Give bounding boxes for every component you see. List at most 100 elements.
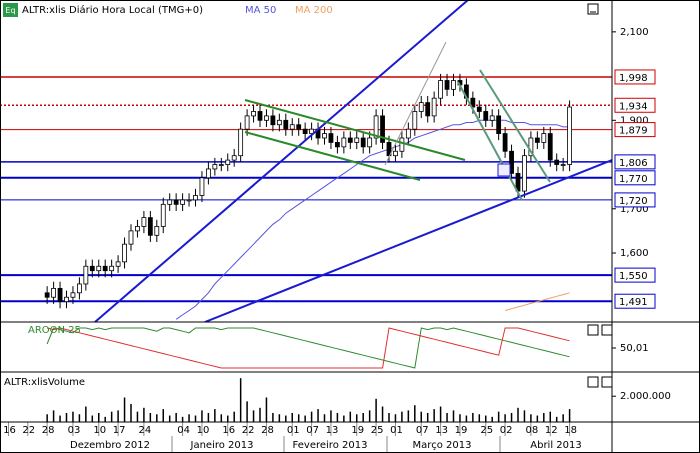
- level-box: [614, 267, 656, 283]
- candle-body: [83, 265, 89, 285]
- volume-bar: [278, 414, 281, 422]
- candle-body: [167, 199, 173, 205]
- aroon-level-label: 50,01: [620, 343, 649, 354]
- volume-bar: [162, 409, 164, 422]
- volume-bar: [497, 411, 500, 422]
- volume-bar: [446, 412, 448, 422]
- series-line: [46, 327, 570, 369]
- volume-bar: [388, 412, 390, 422]
- candle-body: [399, 137, 405, 152]
- volume-bar: [504, 414, 506, 422]
- volume-bar: [181, 416, 184, 422]
- candle-body: [160, 203, 166, 227]
- icon-label: Eq: [5, 6, 15, 15]
- candle-body: [296, 124, 302, 130]
- volume-bar: [562, 414, 564, 422]
- x-tick-label: 18: [564, 425, 577, 436]
- volume-bar: [420, 411, 422, 422]
- volume-bar: [472, 412, 474, 422]
- volume-bar: [407, 410, 410, 422]
- volume-bar: [46, 414, 48, 422]
- volume-bar: [362, 412, 364, 422]
- volume-bar: [149, 412, 152, 422]
- volume-bar: [136, 411, 139, 422]
- volume-bar: [297, 414, 300, 422]
- price-panel: [0, 73, 612, 320]
- candle-body: [199, 177, 205, 196]
- candle-body: [405, 128, 411, 139]
- level-label: 1,491: [619, 297, 648, 308]
- candle-body: [289, 124, 295, 130]
- series-line: [46, 327, 570, 369]
- panel-button[interactable]: [601, 376, 613, 388]
- volume-bar: [207, 412, 210, 422]
- candle-body: [483, 111, 489, 121]
- candle-body: [96, 265, 102, 272]
- x-tick-label: 10: [197, 425, 210, 436]
- x-tick-label: 08: [526, 425, 539, 436]
- candle-body: [425, 102, 431, 117]
- candle-body: [270, 115, 276, 126]
- candle-body: [244, 115, 250, 130]
- candle-body: [64, 296, 69, 303]
- volume-bar: [439, 406, 442, 422]
- candle-body: [264, 115, 269, 121]
- volume-bar: [52, 410, 55, 422]
- panel-button[interactable]: [587, 376, 599, 388]
- volume-bar: [517, 407, 519, 422]
- x-tick-label: 16: [222, 425, 235, 436]
- level-box: [614, 293, 656, 309]
- x-tick-label: 28: [261, 425, 274, 436]
- level-label: 1,934: [619, 101, 648, 112]
- volume-bar: [536, 415, 539, 422]
- volume-bar: [304, 415, 306, 422]
- panel-button[interactable]: [587, 3, 599, 15]
- volume-bar: [555, 416, 558, 422]
- candle-body: [257, 111, 263, 121]
- candle-body: [89, 265, 95, 272]
- legend: Eq ALTR:xlis Diário Hora Local (TMG+0) MA …: [1, 1, 333, 19]
- level-label: 1,770: [619, 174, 648, 185]
- x-tick-label: 28: [42, 425, 55, 436]
- candle-body: [489, 115, 495, 121]
- panel-button[interactable]: [601, 324, 613, 336]
- x-tick-label: 17: [113, 425, 126, 436]
- panel-title: ALTR:xlisVolume: [4, 377, 85, 388]
- volume-bar: [227, 415, 229, 422]
- trend-line: [244, 131, 421, 181]
- volume-bar: [239, 378, 242, 422]
- candle-body: [154, 226, 160, 236]
- level-label: 1,550: [619, 271, 648, 282]
- candle-body: [180, 199, 186, 205]
- volume-bar: [214, 409, 216, 422]
- volume-bar: [349, 411, 352, 422]
- level-box: [614, 69, 656, 85]
- x-tick-label: 13: [435, 425, 448, 436]
- y-tick-label: 1,900: [620, 115, 649, 126]
- candle-body: [44, 292, 50, 298]
- panel-button[interactable]: [587, 324, 599, 336]
- volume-bar: [414, 405, 416, 422]
- x-tick-label: 19: [351, 425, 364, 436]
- candle-body: [476, 106, 482, 112]
- candle-body: [173, 199, 179, 205]
- candle-body: [186, 199, 192, 202]
- y-tick-label: 2.000.000: [620, 391, 671, 402]
- level-box: [614, 170, 656, 186]
- volume-bar: [201, 410, 203, 422]
- candle-body: [386, 142, 392, 157]
- volume-bar: [310, 411, 313, 422]
- x-tick-label: 22: [22, 425, 35, 436]
- x-tick-label: 07: [416, 425, 429, 436]
- candle-body: [502, 133, 508, 152]
- volume-bar: [568, 409, 571, 422]
- x-tick-label: 16: [3, 425, 16, 436]
- trend-line: [244, 99, 466, 161]
- volume-bar: [104, 416, 106, 422]
- legend-box: [1, 1, 241, 19]
- volume-bar: [98, 412, 100, 422]
- volume-bar: [285, 415, 287, 422]
- volume-bar: [459, 414, 461, 422]
- volume-bar: [72, 411, 74, 422]
